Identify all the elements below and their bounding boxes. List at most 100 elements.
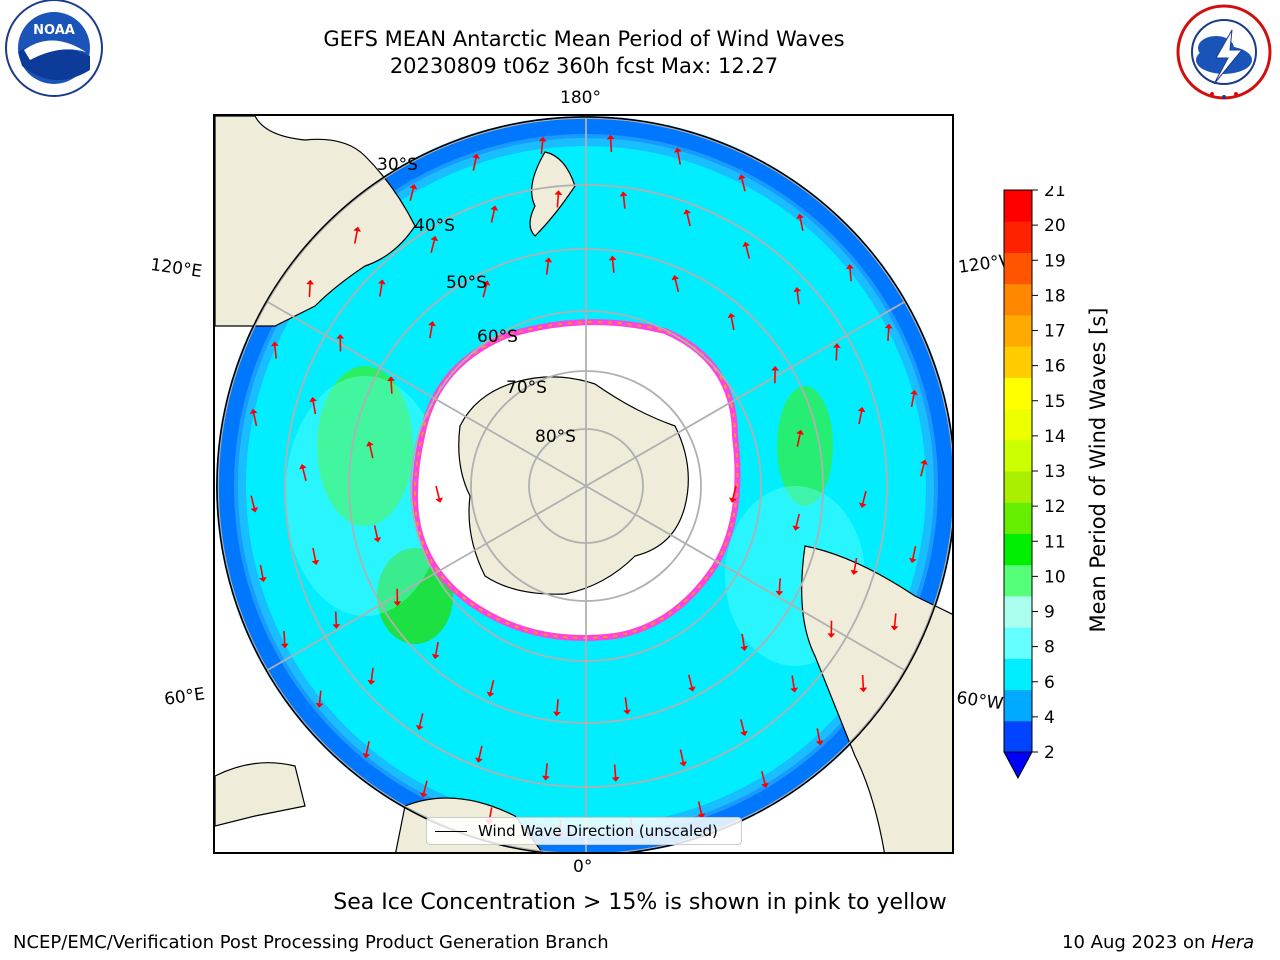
colorbar-cell bbox=[1004, 720, 1032, 753]
wind-wave-arrow-head bbox=[393, 601, 402, 607]
colorbar-cell bbox=[1004, 595, 1032, 628]
colorbar-cell bbox=[1004, 221, 1032, 253]
wind-wave-arrow-shaft bbox=[318, 690, 322, 704]
wind-wave-arrow-shaft bbox=[409, 188, 415, 202]
colorbar-tick-label: 21 bbox=[1044, 186, 1066, 201]
wind-wave-arrow-shaft bbox=[434, 641, 439, 656]
wind-wave-arrow-shaft bbox=[697, 801, 703, 815]
wind-wave-arrow-shaft bbox=[482, 284, 488, 298]
wind-wave-arrow-shaft bbox=[540, 140, 544, 155]
wind-wave-arrow-head bbox=[683, 209, 692, 215]
land-south-america bbox=[801, 545, 952, 852]
colorbar-label: Mean Period of Wind Waves [s] bbox=[1086, 307, 1110, 633]
wind-wave-arrow-head bbox=[857, 406, 866, 413]
wind-wave-arrow-shaft bbox=[674, 279, 680, 293]
colorbar: 2 4 6 8 9 10 11 12 13 14 15 16 17 18 19 20 21 bbox=[1003, 186, 1066, 780]
credit-line: NCEP/EMC/Verification Post Processing Pr… bbox=[13, 932, 609, 953]
colorbar-tick-label: 6 bbox=[1044, 673, 1055, 693]
wind-wave-arrow-head bbox=[771, 365, 780, 371]
lon-label-0: 0° bbox=[573, 857, 593, 877]
wind-wave-arrow-head bbox=[673, 147, 682, 153]
wind-wave-arrow-head bbox=[858, 502, 867, 508]
wind-wave-arrow-shaft bbox=[912, 545, 917, 560]
colorbar-cell bbox=[1004, 533, 1032, 566]
colorbar-tick-label: 8 bbox=[1044, 638, 1055, 658]
wind-wave-arrow-shaft bbox=[556, 699, 559, 713]
map-boundary bbox=[216, 116, 952, 852]
colorbar-tick-label: 4 bbox=[1044, 708, 1055, 728]
wind-wave-arrow-head bbox=[884, 323, 893, 329]
wind-wave-arrow-head bbox=[790, 687, 799, 693]
colorbar-cell bbox=[1004, 564, 1032, 597]
wind-wave-arrow-head bbox=[890, 625, 899, 631]
noaa-logo: NOAA bbox=[5, 0, 103, 97]
wind-wave-arrow-head bbox=[859, 687, 868, 693]
wind-wave-arrow-head bbox=[827, 633, 836, 639]
wind-wave-arrow-shaft bbox=[274, 345, 277, 359]
wind-wave-arrow-head bbox=[796, 213, 805, 220]
wind-wave-arrow-head bbox=[909, 389, 918, 396]
wind-wave-arrow-shaft bbox=[796, 433, 801, 447]
wind-wave-arrow-head bbox=[250, 507, 259, 513]
colorbar-cell bbox=[1004, 190, 1032, 222]
wind-wave-arrow-shaft bbox=[611, 259, 615, 273]
wind-wave-arrow-head bbox=[435, 497, 444, 503]
colorbar-cell bbox=[1004, 314, 1032, 347]
wind-wave-arrow-shaft bbox=[687, 674, 693, 688]
wind-wave-arrow-head bbox=[552, 711, 561, 717]
wind-wave-arrow-head bbox=[775, 590, 784, 596]
wind-wave-arrow-shaft bbox=[741, 633, 745, 647]
colorbar-tick-label: 13 bbox=[1044, 462, 1066, 482]
wind-wave-arrow-head bbox=[362, 752, 371, 759]
wind-wave-arrow-shaft bbox=[490, 209, 496, 223]
wind-wave-arrow-head bbox=[332, 624, 341, 629]
wind-wave-arrow-shaft bbox=[373, 525, 379, 539]
wind-wave-arrow-head bbox=[697, 813, 706, 819]
wind-wave-arrow-head bbox=[671, 274, 680, 281]
wind-wave-arrow-shaft bbox=[686, 213, 691, 227]
wind-wave-arrow-shaft bbox=[478, 745, 483, 759]
wind-wave-arrow-shaft bbox=[799, 217, 804, 231]
wind-wave-arrow-shaft bbox=[370, 667, 374, 681]
wind-wave-arrow-head bbox=[538, 136, 547, 142]
colorbar-cell bbox=[1004, 658, 1032, 691]
nws-logo bbox=[1176, 4, 1272, 100]
wind-wave-arrow-head bbox=[311, 559, 320, 566]
wind-wave-arrow-head bbox=[761, 782, 769, 789]
wind-wave-arrow-shaft bbox=[679, 749, 685, 763]
wind-wave-arrow-shaft bbox=[250, 495, 256, 509]
colorbar-tick-label: 10 bbox=[1044, 567, 1066, 587]
colorbar-cell bbox=[1004, 408, 1032, 441]
wind-wave-arrow-shaft bbox=[369, 445, 374, 459]
wind-wave-arrow-head bbox=[472, 153, 480, 159]
wind-wave-arrow-head bbox=[475, 757, 483, 763]
wind-wave-arrow-head bbox=[742, 241, 751, 248]
wind-wave-arrow-head bbox=[619, 191, 628, 197]
wind-wave-arrow-shaft bbox=[887, 327, 890, 342]
wind-wave-arrow-head bbox=[377, 279, 386, 285]
colorbar-tick-label: 12 bbox=[1044, 497, 1066, 517]
land bbox=[215, 116, 952, 852]
wind-wave-arrow-head bbox=[793, 286, 802, 293]
colorbar-cells bbox=[1003, 189, 1033, 780]
wind-wave-arrow-shaft bbox=[418, 713, 424, 727]
lon-label-120e: 120°E bbox=[149, 255, 204, 283]
wind-wave-arrow-shaft bbox=[795, 513, 800, 527]
colorbar-cell bbox=[1004, 283, 1032, 316]
wind-wave-arrow-head bbox=[365, 441, 374, 447]
wind-wave-arrow-head bbox=[740, 645, 749, 652]
land-australia bbox=[215, 116, 416, 327]
wind-wave-arrow-head bbox=[623, 709, 632, 715]
long-period-patch-west bbox=[317, 366, 413, 526]
wind-wave-arrow-shaft bbox=[334, 611, 338, 625]
wind-wave-arrow-shaft bbox=[853, 557, 858, 571]
wind-wave-arrow-head bbox=[687, 686, 696, 692]
wind-wave-arrow-head bbox=[367, 679, 376, 686]
wind-wave-arrow-shaft bbox=[489, 679, 495, 693]
wind-wave-arrow-shaft bbox=[609, 138, 613, 153]
wind-wave-arrow-shaft bbox=[858, 411, 863, 425]
wind-wave-arrow-shaft bbox=[545, 261, 550, 275]
wind-wave-arrow-shaft bbox=[379, 283, 383, 297]
wind-wave-arrow-shaft bbox=[429, 325, 433, 339]
wind-wave-arrow-head bbox=[796, 429, 805, 436]
